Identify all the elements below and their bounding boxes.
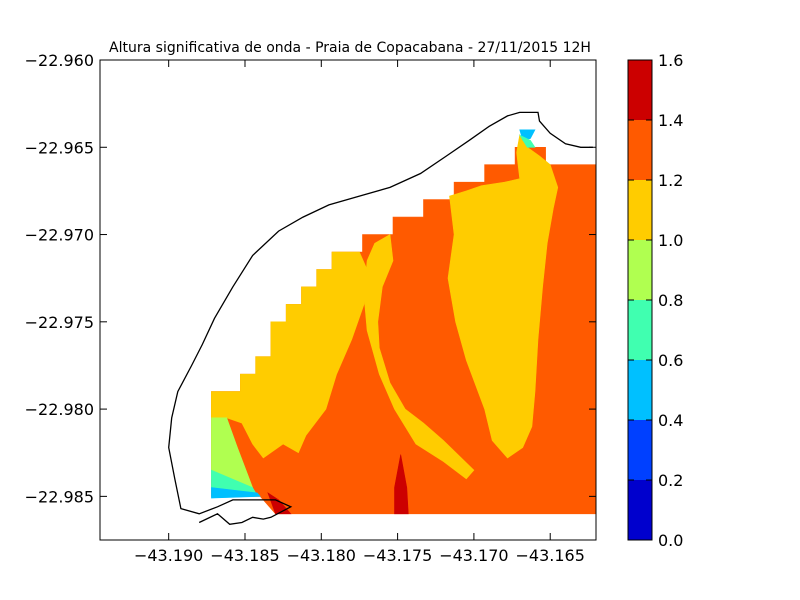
colorbar-tick-label: 0.8 [658, 291, 683, 310]
colorbar-band [628, 240, 652, 300]
colorbar-ticks: 0.0 0.2 0.4 0.6 0.8 1.0 1.2 1.4 1.6 [628, 51, 683, 550]
plot-frame [99, 59, 597, 541]
colorbar-bands [628, 60, 652, 540]
x-tick-label: −43.180 [287, 546, 356, 565]
colorbar-tick-label: 1.4 [658, 111, 683, 130]
chart-title: Altura significativa de onda - Praia de … [109, 40, 591, 56]
x-tick-label: −43.185 [210, 546, 279, 565]
contour-region-1.4-1.6-8 [394, 454, 409, 515]
x-tick-label: −43.190 [134, 546, 203, 565]
colorbar-band [628, 420, 652, 480]
colorbar-band [628, 120, 652, 180]
y-tick-label: −22.975 [25, 313, 94, 332]
colorbar-band [628, 360, 652, 420]
colorbar-tick-label: 1.0 [658, 231, 683, 250]
y-axis: −22.960 −22.965 −22.970 −22.975 −22.980 −22.9… [25, 51, 596, 506]
colorbar-tick-label: 0.0 [658, 531, 683, 550]
colorbar-tick-label: 0.4 [658, 411, 683, 430]
y-tick-label: −22.970 [25, 226, 94, 245]
contour-region-1.0-1.2-2 [363, 234, 475, 480]
colorbar-band [628, 180, 652, 240]
coastline-line [168, 111, 593, 525]
y-tick-label: −22.985 [25, 487, 94, 506]
x-tick-label: −43.175 [363, 546, 432, 565]
x-tick-label: −43.170 [439, 546, 508, 565]
contour-region-1.0-1.2-1 [211, 251, 368, 459]
colorbar-tick-label: 0.2 [658, 471, 683, 490]
colorbar-tick-label: 1.2 [658, 171, 683, 190]
contour-region-1.4-1.6-7 [267, 492, 292, 515]
colorbar-band [628, 60, 652, 120]
contour-region-0.4-0.6-6 [211, 487, 261, 499]
contour-region-0.6-0.8-10 [518, 134, 536, 148]
plot-area: −43.190 −43.185 −43.180 −43.175 −43.170 −43.1… [25, 51, 597, 565]
y-tick-label: −22.965 [25, 138, 94, 157]
contour-region-1.0-1.2-3 [447, 134, 559, 459]
y-tick-label: −22.960 [25, 51, 94, 70]
x-axis: −43.190 −43.185 −43.180 −43.175 −43.170 −43.1… [134, 60, 585, 565]
coastline [168, 111, 593, 525]
colorbar-tick-label: 0.6 [658, 351, 683, 370]
colorbar-tick-label: 1.6 [658, 51, 683, 70]
y-tick-label: −22.980 [25, 400, 94, 419]
colorbar-band [628, 300, 652, 360]
colorbar: 0.0 0.2 0.4 0.6 0.8 1.0 1.2 1.4 1.6 [627, 51, 683, 550]
contour-regions [211, 129, 596, 515]
colorbar-band [628, 480, 652, 540]
x-tick-label: −43.165 [516, 546, 585, 565]
